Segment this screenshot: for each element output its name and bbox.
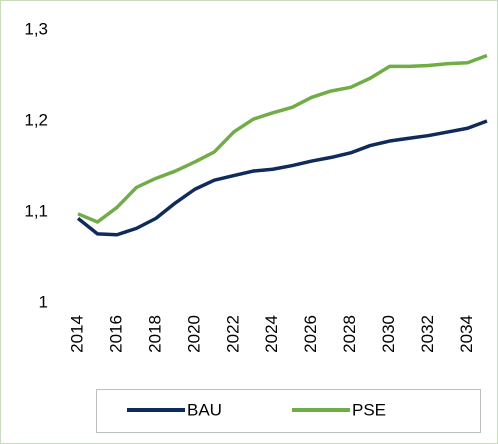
x-tick-label: 2020 bbox=[184, 315, 203, 353]
line-series bbox=[76, 119, 488, 237]
legend-label: BAU bbox=[187, 400, 222, 419]
y-tick-label: 1 bbox=[39, 292, 48, 311]
x-tick-label: 2026 bbox=[301, 315, 320, 353]
legend-label: PSE bbox=[352, 400, 386, 419]
y-tick-label: 1,1 bbox=[24, 201, 48, 220]
line-series bbox=[77, 53, 488, 224]
y-tick-label: 1,2 bbox=[24, 110, 48, 129]
x-tick-label: 2018 bbox=[145, 315, 164, 353]
x-tick-label: 2034 bbox=[457, 315, 476, 353]
x-tick-label: 2022 bbox=[223, 315, 242, 353]
x-tick-label: 2032 bbox=[418, 315, 437, 353]
x-tick-label: 2030 bbox=[379, 315, 398, 353]
x-tick-label: 2016 bbox=[106, 315, 125, 353]
x-tick-label: 2028 bbox=[340, 315, 359, 353]
x-tick-label: 2024 bbox=[262, 315, 281, 353]
x-tick-label: 2014 bbox=[67, 315, 86, 353]
y-tick-label: 1,3 bbox=[24, 19, 48, 38]
legend-box bbox=[96, 389, 481, 433]
